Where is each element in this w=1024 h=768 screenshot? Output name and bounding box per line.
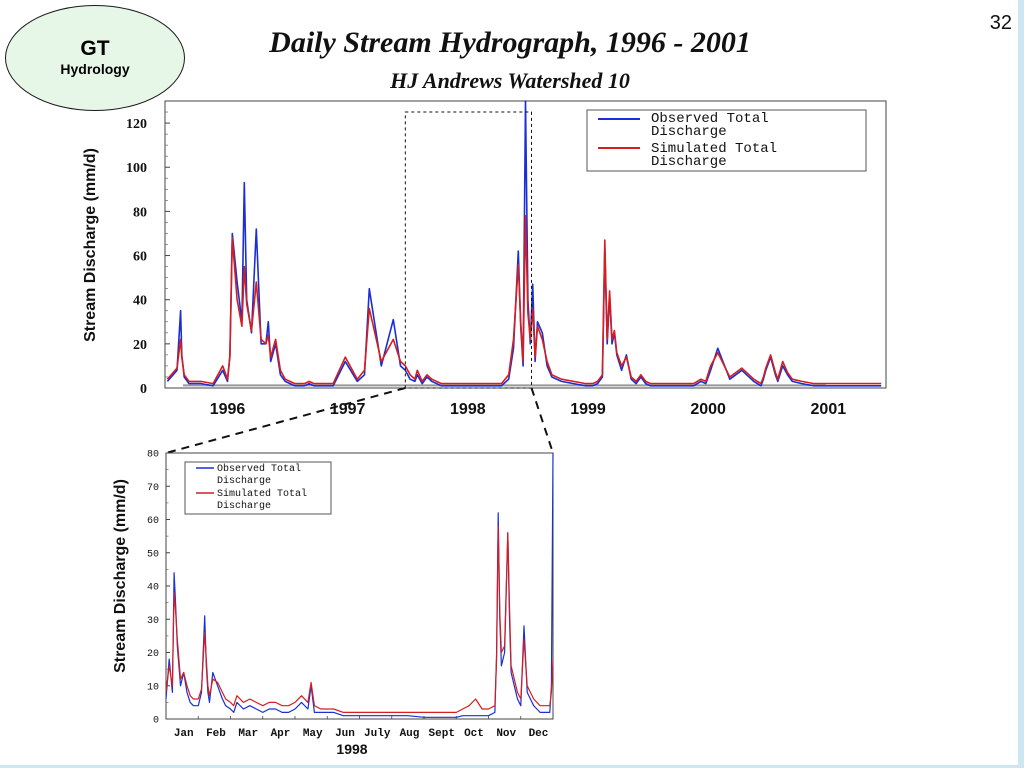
main-legend-simulated-label-2: Discharge — [651, 154, 727, 170]
main-y-tick-label: 40 — [133, 294, 147, 309]
slide-subtitle: HJ Andrews Watershed 10 — [390, 68, 630, 93]
zoom-y-tick-label: 20 — [147, 649, 159, 660]
slide-title: Daily Stream Hydrograph, 1996 - 2001 — [269, 26, 751, 59]
main-y-axis-label: Stream Discharge (mm/d) — [82, 148, 99, 342]
zoom-x-tick-label: Mar — [238, 728, 258, 740]
zoom-y-tick-label: 60 — [147, 516, 159, 527]
zoom-x-tick-label: Dec — [529, 728, 549, 740]
zoom-y-tick-label: 50 — [147, 549, 159, 560]
badge-title: GT — [80, 37, 110, 60]
zoom-legend-observed-label-1: Observed Total — [217, 463, 301, 475]
zoom-x-tick-label: Jun — [335, 728, 355, 740]
main-legend-observed-label-1: Observed Total — [651, 111, 769, 127]
main-y-tick-label: 120 — [126, 117, 147, 132]
zoom-y-tick-label: 0 — [153, 716, 159, 727]
zoom-x-tick-label: Apr — [271, 728, 291, 740]
zoom-y-tick-label: 80 — [147, 450, 159, 461]
zoom-y-tick-label: 70 — [147, 483, 159, 494]
main-y-tick-label: 60 — [133, 250, 147, 265]
zoom-x-tick-label: May — [303, 728, 323, 740]
zoom-x-axis-label: 1998 — [336, 741, 367, 757]
zoom-legend-simulated-label-2: Discharge — [217, 500, 271, 512]
main-x-tick-label: 1999 — [570, 401, 606, 418]
main-legend-observed-label-2: Discharge — [651, 124, 727, 140]
zoom-series-simulated-line — [165, 525, 554, 713]
main-x-tick-label: 1996 — [210, 401, 246, 418]
main-x-tick-label: 2000 — [690, 401, 726, 418]
main-y-tick-label: 80 — [133, 205, 147, 220]
right-accent-bar — [1018, 0, 1024, 768]
zoom-x-tick-label: Oct — [464, 728, 484, 740]
main-y-tick-label: 100 — [126, 161, 147, 176]
zoom-connector-right — [530, 387, 554, 454]
badge-subtitle: Hydrology — [60, 61, 130, 77]
zoom-legend-box — [184, 461, 332, 515]
main-legend-simulated-label-1: Simulated Total — [651, 141, 777, 157]
zoom-y-tick-label: 40 — [147, 583, 159, 594]
zoom-x-tick-label: Nov — [496, 728, 516, 740]
main-x-tick-label: 1998 — [450, 401, 486, 418]
bottom-accent-bar — [0, 765, 1024, 768]
main-y-tick-label: 20 — [133, 338, 147, 353]
zoom-legend-observed-label-2: Discharge — [217, 475, 271, 487]
zoom-y-tick-label: 30 — [147, 616, 159, 627]
zoom-y-axis-label: Stream Discharge (mm/d) — [112, 479, 129, 673]
zoom-connector-left — [165, 387, 406, 454]
zoom-window-box — [404, 111, 533, 389]
zoom-legend-simulated-label-1: Simulated Total — [217, 488, 307, 500]
zoom-x-tick-label: Aug — [400, 728, 420, 740]
main-legend-box — [586, 109, 867, 172]
zoom-x-tick-label: July — [364, 728, 391, 740]
zoom-x-tick-label: Feb — [206, 728, 226, 740]
main-series-simulated-line — [166, 215, 882, 385]
main-y-tick-label: 0 — [140, 382, 147, 397]
main-x-tick-label: 1997 — [330, 401, 366, 418]
zoom-x-tick-label: Sept — [429, 728, 455, 740]
zoom-y-tick-label: 10 — [147, 682, 159, 693]
main-x-tick-label: 2001 — [811, 401, 847, 418]
gt-hydrology-badge: GT Hydrology — [5, 5, 185, 111]
slide-number: 32 — [989, 12, 1012, 34]
zoom-x-tick-label: Jan — [174, 728, 194, 740]
